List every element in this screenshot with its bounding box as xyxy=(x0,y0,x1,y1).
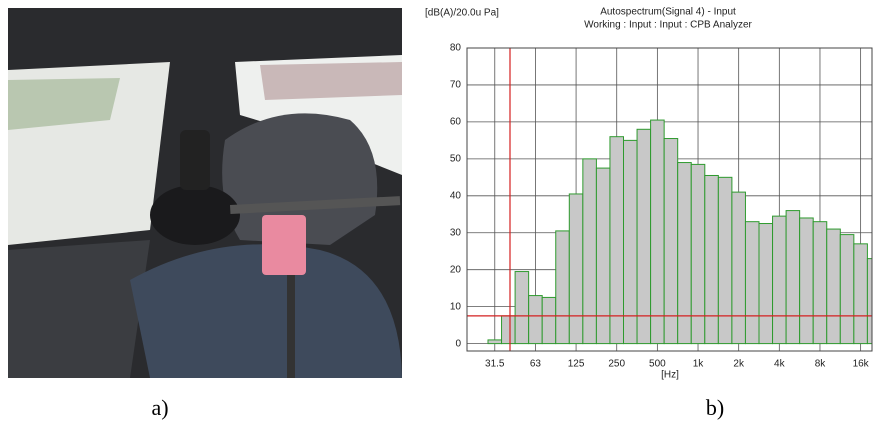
bar xyxy=(827,229,841,344)
x-tick-label: 16k xyxy=(853,359,870,370)
x-tick-label: 2k xyxy=(733,359,745,370)
y-tick-label: 10 xyxy=(450,301,462,312)
bar xyxy=(705,175,719,343)
bar xyxy=(502,316,516,344)
bar xyxy=(569,194,583,344)
bar xyxy=(529,296,543,344)
bar xyxy=(651,120,665,344)
y-tick-label: 0 xyxy=(455,338,461,349)
bar xyxy=(556,231,570,344)
photo xyxy=(8,8,402,378)
y-tick-label: 80 xyxy=(450,43,462,54)
x-tick-label: 1k xyxy=(693,359,705,370)
x-tick-label: 4k xyxy=(774,359,786,370)
y-tick-label: 30 xyxy=(450,227,462,238)
bar xyxy=(488,340,502,344)
chart-subtitle: Working : Input : Input : CPB Analyzer xyxy=(584,20,752,31)
bar xyxy=(515,272,529,344)
bar xyxy=(840,235,854,344)
caption: a) xyxy=(151,395,168,420)
caption: b) xyxy=(706,395,724,420)
bar xyxy=(854,244,868,344)
bar xyxy=(691,164,705,343)
y-tick-label: 20 xyxy=(450,264,462,275)
y-tick-label: 50 xyxy=(450,153,462,164)
x-tick-label: 125 xyxy=(568,359,585,370)
x-tick-label: 63 xyxy=(530,359,542,370)
bar xyxy=(786,211,800,344)
bar xyxy=(800,218,814,344)
x-tick-label: 31.5 xyxy=(485,359,505,370)
chart-title: Autospectrum(Signal 4) - Input xyxy=(600,7,736,18)
y-tick-label: 60 xyxy=(450,117,462,128)
x-axis-label: [Hz] xyxy=(661,370,679,381)
bar xyxy=(664,139,678,344)
plot-area xyxy=(467,48,873,351)
bar xyxy=(637,129,651,343)
bar xyxy=(745,222,759,344)
bar xyxy=(773,216,787,343)
y-unit-label: [dB(A)/20.0u Pa] xyxy=(425,8,499,19)
y-tick-label: 40 xyxy=(450,190,462,201)
y-tick-label: 70 xyxy=(450,80,462,91)
figure: [dB(A)/20.0u Pa] Autospectrum(Signal 4) … xyxy=(0,0,873,427)
bar xyxy=(759,224,773,344)
x-tick-label: 500 xyxy=(649,359,666,370)
bar xyxy=(610,137,624,344)
x-tick-label: 250 xyxy=(608,359,625,370)
bar xyxy=(813,222,827,344)
bar xyxy=(624,140,638,343)
bar xyxy=(718,177,732,343)
x-tick-label: 8k xyxy=(815,359,827,370)
bar xyxy=(732,192,746,343)
bar xyxy=(596,168,610,344)
bar xyxy=(542,297,556,343)
